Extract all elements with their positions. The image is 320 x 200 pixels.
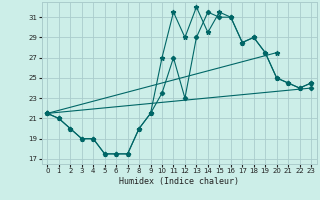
X-axis label: Humidex (Indice chaleur): Humidex (Indice chaleur)	[119, 177, 239, 186]
